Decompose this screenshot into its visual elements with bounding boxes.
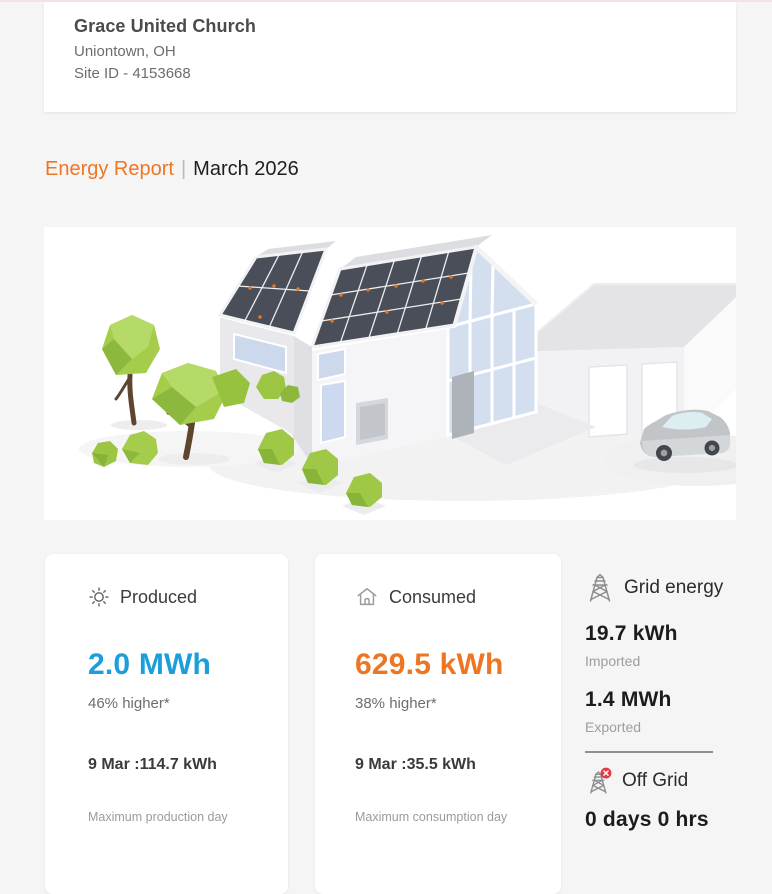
grid-imported-label: Imported	[585, 653, 641, 669]
consumed-label: Consumed	[389, 586, 477, 607]
transmission-tower-icon	[585, 573, 615, 603]
consumed-header: Consumed	[355, 586, 561, 608]
trees	[102, 315, 250, 460]
grid-exported-label: Exported	[585, 719, 642, 735]
off-grid-header: Off Grid	[585, 765, 750, 797]
grid-exported-value: 1.4 MWh	[585, 688, 672, 711]
consumed-max-day-label: Maximum consumption day	[355, 810, 508, 824]
grid-energy-panel: Grid energy 19.7 kWh Imported 1.4 MWh Ex…	[585, 572, 750, 832]
consumed-value: 629.5 kWh	[355, 648, 504, 681]
sun-icon	[88, 586, 110, 608]
car	[634, 409, 736, 473]
off-grid-label: Off Grid	[622, 770, 689, 791]
consumed-card: Consumed 629.5 kWh 38% higher* 9 Mar :35…	[315, 554, 561, 894]
grid-energy-label: Grid energy	[624, 577, 724, 598]
report-period: March 2026	[193, 158, 299, 180]
produced-label: Produced	[120, 586, 198, 607]
produced-max-day: 9 Mar :114.7 kWh	[88, 756, 217, 773]
report-title: Energy Report	[45, 158, 174, 180]
site-info-card: Grace United Church Uniontown, OH Site I…	[44, 2, 736, 112]
consumed-max-day: 9 Mar :35.5 kWh	[355, 756, 476, 773]
main-house	[307, 235, 539, 467]
house-extension	[446, 403, 596, 465]
produced-max-day-label: Maximum production day	[88, 810, 228, 824]
produced-header: Produced	[88, 586, 288, 608]
site-location: Uniontown, OH	[74, 43, 176, 60]
bushes	[92, 371, 386, 515]
site-name: Grace United Church	[74, 16, 256, 36]
solar-roof-main	[309, 245, 479, 349]
grid-energy-header: Grid energy	[585, 572, 750, 604]
produced-card: Produced 2.0 MWh 46% higher* 9 Mar :114.…	[45, 554, 288, 894]
consumed-comparison: 38% higher*	[355, 695, 437, 712]
top-divider	[0, 0, 772, 2]
grid-offgrid-divider	[585, 751, 713, 753]
off-grid-value: 0 days 0 hrs	[585, 808, 709, 831]
grid-imported-value: 19.7 kWh	[585, 622, 678, 645]
solar-house-illustration-svg	[79, 235, 736, 515]
home-icon	[355, 586, 379, 608]
transmission-tower-off-icon	[585, 767, 613, 795]
site-id: Site ID - 4153668	[74, 65, 191, 82]
report-separator: |	[180, 158, 187, 180]
produced-value: 2.0 MWh	[88, 648, 212, 681]
solar-house-illustration	[44, 227, 736, 520]
produced-comparison: 46% higher*	[88, 695, 170, 712]
left-wing	[215, 241, 336, 465]
report-header: Energy Report | March 2026	[45, 157, 299, 181]
